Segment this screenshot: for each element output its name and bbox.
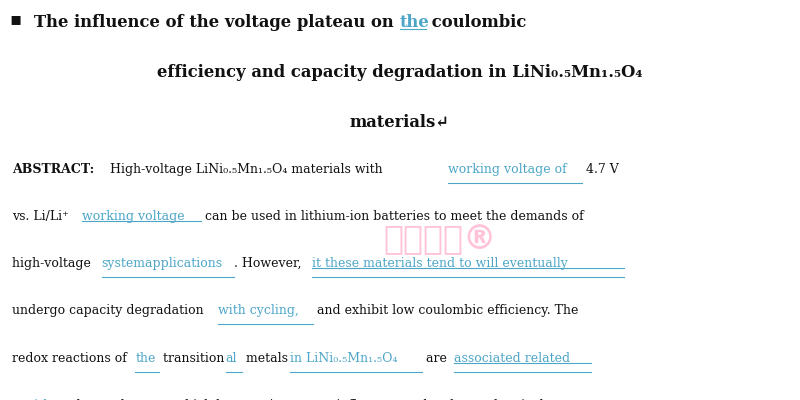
Text: ▪: ▪ bbox=[10, 10, 22, 28]
Text: associated related: associated related bbox=[454, 352, 570, 365]
Text: voltage plateaus, which have an important influence on the electrochemical: voltage plateaus, which have an importan… bbox=[58, 399, 543, 400]
Text: vs. Li/Li⁺: vs. Li/Li⁺ bbox=[12, 210, 73, 223]
Text: in LiNi₀.₅Mn₁.₅O₄: in LiNi₀.₅Mn₁.₅O₄ bbox=[290, 352, 397, 365]
Text: undergo capacity degradation: undergo capacity degradation bbox=[12, 304, 208, 318]
Text: towith: towith bbox=[12, 399, 52, 400]
Text: 4.7 V: 4.7 V bbox=[582, 163, 619, 176]
Text: can be used in lithium-ion batteries to meet the demands of: can be used in lithium-ion batteries to … bbox=[201, 210, 583, 223]
Text: working voltage: working voltage bbox=[82, 210, 185, 223]
Text: working voltage of: working voltage of bbox=[448, 163, 566, 176]
Text: coulombic: coulombic bbox=[426, 14, 526, 31]
Text: transition: transition bbox=[159, 352, 225, 365]
Text: High-voltage LiNi₀.₅Mn₁.₅O₄ materials with: High-voltage LiNi₀.₅Mn₁.₅O₄ materials wi… bbox=[106, 163, 386, 176]
Text: with cycling,: with cycling, bbox=[218, 304, 299, 318]
Text: 兔狐润色®: 兔狐润色® bbox=[383, 224, 497, 256]
Text: . However,: . However, bbox=[234, 257, 305, 270]
Text: systemapplications: systemapplications bbox=[102, 257, 222, 270]
Text: the: the bbox=[135, 352, 155, 365]
Text: ABSTRACT:: ABSTRACT: bbox=[12, 163, 94, 176]
Text: metals: metals bbox=[242, 352, 292, 365]
Text: and exhibit low coulombic efficiency. The: and exhibit low coulombic efficiency. Th… bbox=[313, 304, 578, 318]
Text: redox reactions of: redox reactions of bbox=[12, 352, 131, 365]
Text: high-voltage: high-voltage bbox=[12, 257, 95, 270]
Text: The influence of the voltage plateau on: The influence of the voltage plateau on bbox=[34, 14, 400, 31]
Text: the: the bbox=[400, 14, 430, 31]
Text: al: al bbox=[226, 352, 237, 365]
Text: it these materials tend to will eventually: it these materials tend to will eventual… bbox=[312, 257, 568, 270]
Text: materials↵: materials↵ bbox=[350, 114, 450, 131]
Text: efficiency and capacity degradation in LiNi₀.₅Mn₁.₅O₄: efficiency and capacity degradation in L… bbox=[158, 64, 642, 81]
Text: are: are bbox=[422, 352, 450, 365]
